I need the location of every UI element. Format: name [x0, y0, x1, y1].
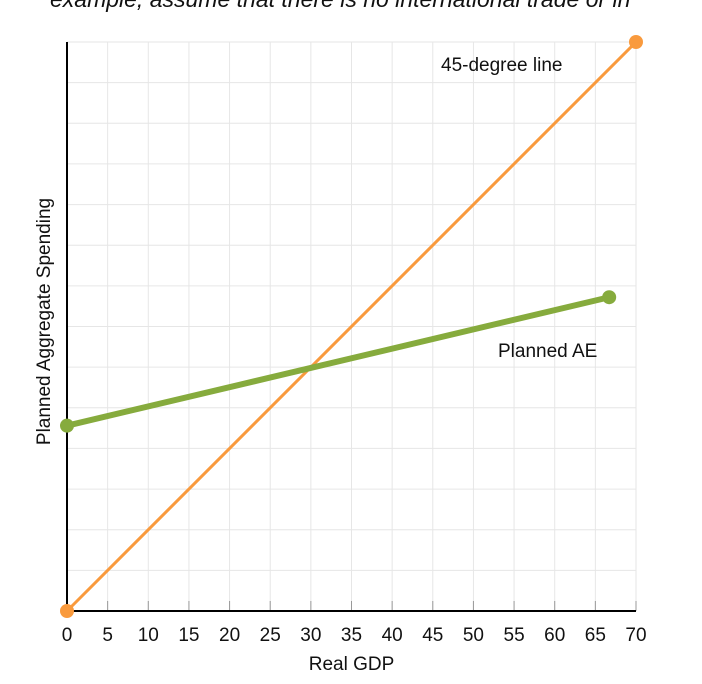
series-label: 45-degree line	[441, 55, 562, 76]
data-point	[60, 418, 74, 433]
x-tick-label: 70	[625, 625, 646, 646]
question-text: example, assume that there is no interna…	[50, 0, 630, 13]
x-axis-label: Real GDP	[309, 654, 395, 675]
x-tick-label: 45	[422, 625, 443, 646]
x-tick-label: 20	[219, 625, 240, 646]
x-tick-label: 55	[504, 625, 525, 646]
x-tick-label: 30	[300, 625, 321, 646]
x-tick-label: 25	[260, 625, 281, 646]
data-point	[629, 35, 643, 49]
x-tick-label: 0	[62, 625, 73, 646]
data-point	[60, 604, 74, 618]
series-label: Planned AE	[498, 341, 597, 362]
x-tick-label: 60	[544, 625, 565, 646]
data-point	[602, 290, 617, 305]
x-tick-label: 50	[463, 625, 484, 646]
series-line	[64, 294, 613, 429]
series-line	[65, 40, 638, 613]
x-tick-label: 10	[138, 625, 159, 646]
x-tick-label: 40	[382, 625, 403, 646]
x-tick-label: 65	[585, 625, 606, 646]
x-tick-label: 15	[178, 625, 199, 646]
x-tick-label: 5	[102, 625, 113, 646]
x-tick-label: 35	[341, 625, 362, 646]
y-axis-label: Planned Aggregate Spending	[34, 198, 55, 445]
